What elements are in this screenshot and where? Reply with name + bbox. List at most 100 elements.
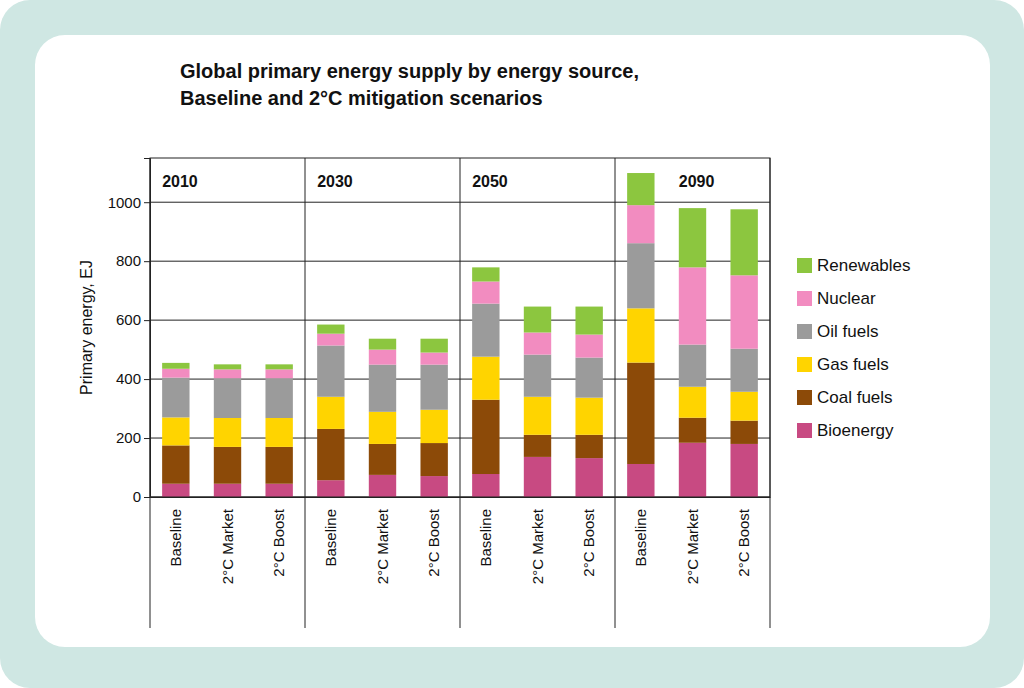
inner-background [35, 35, 990, 647]
bar-segment [265, 418, 292, 447]
bar-segment [575, 398, 602, 435]
bar-segment [265, 484, 292, 497]
bar-segment [317, 325, 344, 334]
group-divider [770, 158, 771, 628]
y-tick: 800 [116, 252, 150, 269]
x-tick: 2°C Boost [735, 497, 752, 577]
y-tick-mark [144, 379, 150, 380]
bar-segment [317, 397, 344, 429]
bar-segment [524, 333, 551, 355]
y-axis-title: Primary energy, EJ [78, 260, 95, 395]
y-tick-mark [144, 261, 150, 262]
bar-segment [679, 267, 706, 344]
bar-segment [214, 369, 241, 378]
x-tick: Baseline [632, 497, 649, 567]
y-tick-mark [144, 438, 150, 439]
x-tick-label: Baseline [322, 509, 339, 567]
x-tick: 2°C Market [684, 497, 701, 584]
y-tick-label: 200 [116, 429, 141, 446]
group-label: 2090 [679, 173, 715, 190]
bar-segment [317, 480, 344, 497]
bar-segment [472, 267, 499, 281]
bar-segment [162, 378, 189, 418]
bar-segment [420, 410, 447, 443]
bar-segment [420, 353, 447, 365]
legend-swatch [797, 423, 812, 438]
bar-segment [730, 421, 757, 444]
y-axis-line [144, 159, 151, 498]
x-tick: Baseline [322, 497, 339, 567]
legend-swatch [797, 291, 812, 306]
bar-segment [420, 443, 447, 476]
bar-segment [627, 205, 654, 243]
bar-segment [730, 275, 757, 348]
bar-segment [524, 397, 551, 435]
x-tick: 2°C Market [529, 497, 546, 584]
bar-segment [265, 364, 292, 369]
legend-swatch [797, 324, 812, 339]
bar-segment [730, 349, 757, 392]
bar-segment [317, 345, 344, 396]
bar-segment [317, 429, 344, 480]
legend-swatch [797, 357, 812, 372]
bar-segment [472, 400, 499, 474]
bar-segment [575, 458, 602, 497]
bar-segment [369, 412, 396, 444]
bar-segment [162, 484, 189, 497]
x-tick: Baseline [167, 497, 184, 567]
x-tick-label: 2°C Market [219, 508, 236, 584]
bar-segment [627, 308, 654, 362]
x-tick-label: 2°C Boost [735, 508, 752, 577]
x-tick-label: Baseline [477, 509, 494, 567]
x-tick-label: 2°C Boost [580, 508, 597, 577]
y-tick: 1000 [108, 194, 150, 211]
legend-label: Oil fuels [817, 322, 878, 341]
chart-title: Baseline and 2°C mitigation scenarios [180, 87, 543, 109]
bar-segment [162, 445, 189, 483]
x-tick: 2°C Boost [580, 497, 597, 577]
y-tick-mark [144, 497, 150, 498]
bar-segment [679, 418, 706, 443]
bar-segment [524, 435, 551, 457]
x-axis-line [151, 497, 771, 498]
bar-segment [575, 358, 602, 398]
outer-background [0, 0, 1024, 688]
bar-segment [679, 387, 706, 418]
group-label: 2030 [317, 173, 353, 190]
y-tick-label: 800 [116, 252, 141, 269]
bar-segment [627, 173, 654, 205]
bar-segment [472, 282, 499, 304]
bar-segment [214, 484, 241, 497]
y-tick-mark [144, 202, 150, 203]
group-label: 2050 [472, 173, 508, 190]
bar-segment [524, 307, 551, 333]
bar-segment [369, 444, 396, 475]
y-tick: 400 [116, 370, 150, 387]
bar-segment [214, 364, 241, 369]
chart-title: Global primary energy supply by energy s… [180, 60, 639, 82]
y-tick-label: 1000 [108, 194, 141, 211]
chart-svg: Global primary energy supply by energy s… [0, 0, 1024, 688]
legend-swatch [797, 390, 812, 405]
x-axis: Baseline 2°C Market 2°C Boost Baseline 2°C M… [151, 497, 771, 584]
legend-swatch [797, 258, 812, 273]
y-tick-label: 600 [116, 311, 141, 328]
bar-segment [420, 476, 447, 497]
bar-segment [679, 208, 706, 267]
legend-label: Gas fuels [817, 355, 889, 374]
group-divider [460, 158, 461, 628]
bar-segment [369, 350, 396, 365]
x-tick-label: 2°C Boost [425, 508, 442, 577]
x-tick: 2°C Market [219, 497, 236, 584]
bar-segment [679, 443, 706, 497]
bar-segment [472, 474, 499, 497]
legend: RenewablesNuclearOil fuelsGas fuelsCoal … [797, 256, 911, 440]
bar-segment [730, 444, 757, 497]
x-tick: 2°C Boost [425, 497, 442, 577]
legend-label: Nuclear [817, 289, 876, 308]
bar-segment [420, 339, 447, 353]
bar-segment [420, 365, 447, 410]
x-tick: Baseline [477, 497, 494, 567]
x-tick-label: Baseline [632, 509, 649, 567]
bar-segment [524, 355, 551, 397]
